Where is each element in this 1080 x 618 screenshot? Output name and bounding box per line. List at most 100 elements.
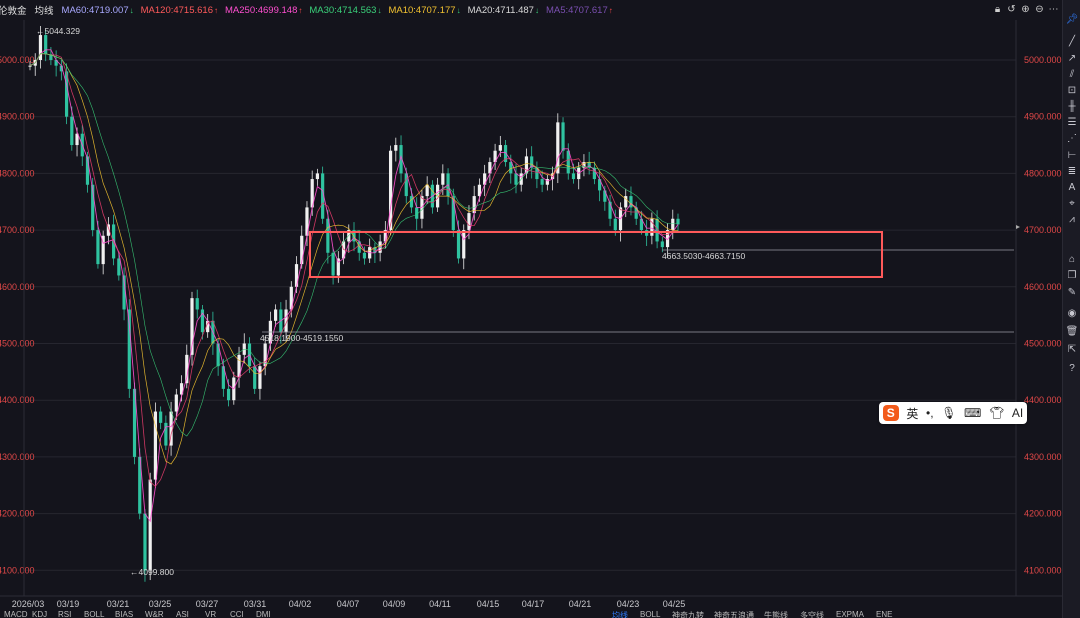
eye-icon[interactable]: ◉ (1067, 307, 1077, 319)
candle-body (195, 298, 199, 310)
candle-body (85, 156, 90, 185)
overlay-tab-5[interactable]: 多空线 (800, 611, 824, 618)
range-tool-icon[interactable]: ⊢ (1067, 149, 1077, 161)
candle-body (629, 196, 633, 208)
ma-indicator-6[interactable]: MA5:4707.617↑ (545, 4, 613, 16)
overlay-tab-6[interactable]: EXPMA (836, 611, 865, 618)
ma-direction-icon: ↓ (377, 5, 382, 15)
fib-tool-icon[interactable]: ☰ (1067, 116, 1077, 128)
ime-punct-toggle[interactable]: •, (926, 406, 934, 420)
candle-body (169, 411, 173, 446)
ray-tool-icon[interactable]: ↗ (1067, 52, 1077, 64)
gann-tool-icon[interactable]: ≣ (1067, 165, 1077, 177)
candle-body (216, 343, 220, 367)
tab-dmi[interactable]: DMI (256, 611, 271, 618)
candle-body (174, 394, 178, 412)
ma-indicator-2[interactable]: MA250:4699.148↑ (225, 4, 303, 16)
ma-direction-icon: ↓ (534, 5, 539, 15)
candle-body (49, 54, 53, 60)
note-tool-icon[interactable]: ⌖ (1069, 197, 1075, 209)
overlay-tab-7[interactable]: ENE (876, 611, 893, 618)
candle-body (64, 71, 69, 117)
candle-body (274, 309, 278, 321)
date-label: 03/27 (196, 599, 219, 609)
ime-ai-button[interactable]: AI (1011, 406, 1024, 420)
sogou-logo-icon[interactable]: S (882, 405, 899, 421)
candle-body (503, 145, 508, 163)
overlay-tab-0[interactable]: 均线 (612, 611, 628, 618)
ma-indicator-1[interactable]: MA120:4715.616↑ (140, 4, 218, 16)
candle-body (467, 213, 471, 231)
add-icon[interactable]: ⊕ (1021, 3, 1030, 15)
right-axis-label: 4100.000 (1024, 565, 1062, 575)
candle-body (514, 173, 518, 185)
candle-body (561, 122, 565, 151)
rect-tool-icon[interactable]: ⊡ (1067, 84, 1077, 96)
ma-direction-icon: ↑ (214, 5, 218, 15)
candle-body (582, 162, 586, 168)
skin-icon[interactable]: 👕︎ (988, 406, 1005, 420)
candle-body (524, 156, 529, 174)
candle-body (159, 411, 163, 423)
right-axis-label: 4700.000 (1024, 225, 1062, 235)
indicator-mode[interactable]: 均线 (34, 6, 54, 17)
measure-tool-icon[interactable]: ╫ (1068, 100, 1076, 112)
tab-bias[interactable]: BIAS (115, 611, 134, 618)
tab-asi[interactable]: ASI (176, 611, 189, 618)
tab-rsi[interactable]: RSI (58, 611, 72, 618)
trash-icon[interactable]: 🗑︎ (1065, 325, 1079, 337)
minus-icon[interactable]: ⊖ (1035, 3, 1044, 15)
mic-icon[interactable]: 🎙︎ (941, 406, 957, 420)
left-axis-label: 4200.000 (0, 509, 35, 519)
candle-body (54, 60, 58, 66)
date-label: 04/11 (429, 599, 451, 609)
overlay-tab-3[interactable]: 神奇五浪通 (714, 611, 754, 618)
tab-wr[interactable]: W&R (145, 611, 164, 618)
overlay-tab-2[interactable]: 神奇九转 (672, 611, 704, 618)
candle-body (394, 145, 398, 151)
date-label: 04/09 (383, 599, 406, 609)
ma-indicator-5[interactable]: MA20:4711.487↓ (467, 4, 539, 16)
left-axis-label: 4100.000 (0, 565, 35, 575)
support-label-1: 4518.1900-4519.1550 (260, 333, 343, 343)
export-icon[interactable]: ⇱ (1067, 343, 1077, 355)
tab-cci[interactable]: CCI (230, 611, 244, 618)
magnet-icon[interactable]: ⌂ (1068, 253, 1076, 265)
layers-icon[interactable]: ❐ (1067, 269, 1077, 281)
lock-icon[interactable]: 🔒︎ (994, 3, 1001, 15)
more-icon[interactable]: ⋯ (1048, 3, 1059, 15)
symbol-name[interactable]: 伦敦金 (0, 6, 27, 17)
candle-body (655, 218, 659, 242)
highlight-zone[interactable] (309, 231, 883, 278)
pen-icon[interactable]: ✎ (1067, 286, 1077, 298)
candle-body (603, 190, 607, 202)
ime-lang-toggle[interactable]: 英 (906, 406, 919, 421)
wave-tool-icon[interactable]: ⩘ (1069, 213, 1075, 225)
price-marker-icon (1016, 225, 1020, 229)
tab-vr[interactable]: VR (205, 611, 217, 618)
date-label: 04/25 (663, 599, 686, 609)
ma-direction-icon: ↑ (298, 5, 303, 15)
keyboard-icon[interactable]: ⌨︎ (964, 406, 982, 420)
fan-tool-icon[interactable]: ⋰ (1067, 132, 1077, 144)
candle-body (535, 167, 539, 180)
candle-body (221, 366, 225, 389)
help-icon[interactable]: ? (1069, 362, 1075, 374)
bottom-indicator-tabs: MACD KDJ RSI BOLL BIAS W&R ASI VR CCI DMI 均线 BOLL 神奇… (0, 611, 1062, 618)
ma-indicator-4[interactable]: MA10:4707.177↓ (388, 4, 461, 16)
tab-macd[interactable]: MACD (4, 611, 28, 618)
overlay-tab-4[interactable]: 牛熊线 (764, 611, 788, 618)
line-tool-icon[interactable]: ╱ (1068, 35, 1076, 47)
text-tool-icon[interactable]: A (1068, 181, 1076, 193)
channel-tool-icon[interactable]: ⫽ (1069, 68, 1075, 80)
overlay-tab-1[interactable]: BOLL (640, 611, 661, 618)
ma-indicator-0[interactable]: MA60:4719.007↓ (61, 4, 134, 16)
undo-icon[interactable]: ↺ (1007, 3, 1016, 15)
candle-body (38, 35, 43, 60)
tab-boll[interactable]: BOLL (84, 611, 105, 618)
ma-indicator-3[interactable]: MA30:4714.563↓ (309, 4, 382, 16)
pin-icon[interactable]: 📌︎ (1065, 13, 1079, 25)
candle-body (117, 258, 121, 276)
tab-kdj[interactable]: KDJ (32, 611, 48, 618)
